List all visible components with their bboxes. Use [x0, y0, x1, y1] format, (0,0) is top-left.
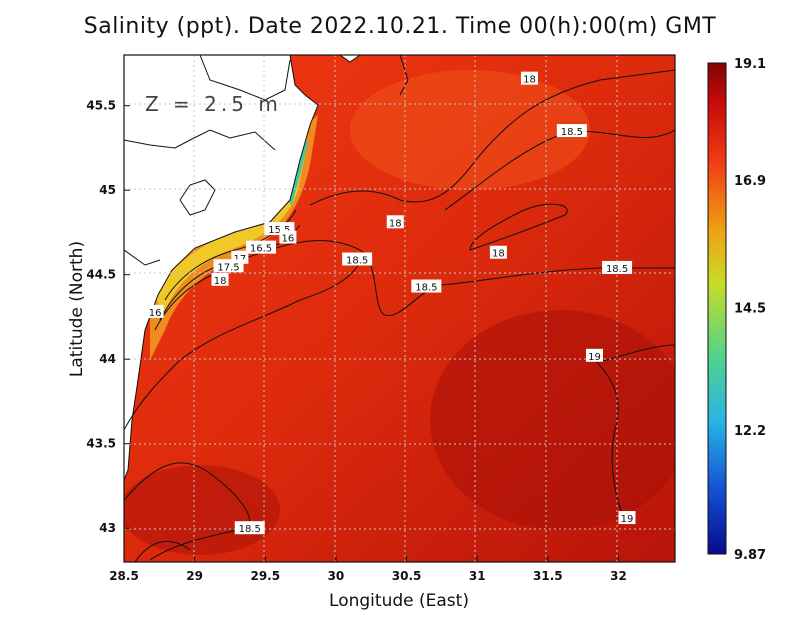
x-tick-label: 30	[328, 569, 345, 583]
contour-label-text: 18.5	[346, 255, 368, 266]
plot-frame	[123, 54, 676, 563]
border-line	[124, 129, 276, 151]
contour-label-text: 18.5	[606, 264, 628, 275]
x-tick-label: 31	[469, 569, 486, 583]
contour-label-bg	[602, 260, 633, 274]
contour-label-bg	[234, 521, 265, 535]
coastline	[124, 55, 319, 481]
x-tick-label: 29	[186, 569, 203, 583]
y-tick-label: 43.5	[86, 437, 116, 451]
x-axis-ticks: 28.5 29 29.5 30 30.5 31 31.5 32	[109, 556, 627, 583]
y-axis-ticks: 45.5 45 44.5 44 43.5 43	[86, 99, 130, 535]
lower-salinity-patch	[350, 70, 590, 190]
y-tick-label: 44.5	[86, 268, 116, 282]
contour-label-text: 19	[621, 514, 634, 525]
coastal-band-yellow	[155, 150, 306, 315]
colorbar	[707, 62, 727, 555]
contour-label-text: 16	[282, 234, 295, 245]
contour-label-bg	[618, 511, 636, 525]
contour-label-text: 18.5	[239, 524, 261, 535]
plot-area	[124, 55, 675, 562]
lagoon-outline	[179, 179, 216, 216]
y-tick-label: 43	[99, 521, 116, 535]
x-tick-label: 30.5	[392, 569, 422, 583]
contour-label-bg	[246, 240, 277, 254]
land-mass	[124, 55, 318, 480]
x-tick-label: 32	[610, 569, 627, 583]
contour-label-text: 17.5	[217, 262, 239, 273]
colorbar-tick-label: 12.2	[734, 424, 766, 439]
contour-label-bg	[386, 215, 404, 229]
y-tick-label: 45	[99, 183, 116, 197]
x-tick-label: 28.5	[109, 569, 139, 583]
contour-label-text: 16	[149, 308, 162, 319]
colorbar-ticks: 19.1 16.9 14.5 12.2 9.87	[734, 57, 766, 563]
contour-label: 17.5	[213, 259, 244, 273]
contour-label-bg	[279, 230, 297, 244]
y-tick-label: 44	[99, 352, 116, 366]
contour-label-bg	[146, 304, 164, 318]
contour-label-bg	[213, 259, 244, 273]
contour-label-bg	[585, 348, 603, 362]
contour-label-bg	[411, 279, 442, 293]
contour-label: 18	[489, 245, 507, 260]
colorbar-tick-label: 16.9	[734, 174, 766, 189]
contour-label-bg	[520, 71, 538, 85]
colorbar-tick-label: 9.87	[734, 548, 766, 563]
x-tick-label: 31.5	[533, 569, 563, 583]
island-outline	[399, 55, 409, 96]
depth-label: Z = 2.5 m	[145, 92, 282, 116]
contour-label: 18.5	[342, 252, 373, 266]
contour-label: 18	[386, 215, 404, 229]
contour-label: 18	[211, 272, 229, 287]
contour-labels: 1818.5181818.518.518.515.51616.51717.518…	[146, 71, 636, 535]
contour-label-text: 16.5	[250, 244, 272, 255]
contour-label-text: 19	[588, 352, 601, 363]
contour-label: 18.5	[411, 279, 442, 294]
contour-label: 16.5	[246, 240, 277, 255]
contour-label-text: 18	[492, 249, 505, 260]
contour-label: 16	[146, 304, 164, 319]
border-line-2	[124, 249, 161, 266]
x-tick-label: 29.5	[250, 569, 280, 583]
contour-label-text: 18.5	[415, 283, 437, 294]
y-tick-label: 45.5	[86, 99, 116, 113]
map-title: Salinity (ppt). Date 2022.10.21. Time 00…	[83, 14, 717, 39]
contour-label-text: 18	[389, 218, 402, 229]
contour-label-bg	[556, 124, 587, 138]
contour-label: 18.5	[602, 260, 633, 275]
high-salinity-patch-south	[124, 465, 280, 555]
contour-label-text: 18.5	[561, 127, 583, 138]
x-axis-label: Longitude (East)	[329, 591, 469, 611]
colorbar-tick-label: 14.5	[734, 302, 766, 317]
lake-outline	[199, 55, 291, 101]
contour-label-text: 18	[523, 75, 536, 86]
colorbar-tick-label: 19.1	[734, 57, 766, 72]
contour-label-bg	[211, 272, 229, 286]
shore-fragment	[339, 55, 361, 63]
contour-label: 18	[520, 71, 538, 86]
contour-label: 19	[618, 511, 636, 525]
contour-label-bg	[489, 245, 507, 259]
contour-label-bg	[342, 252, 373, 266]
contour-label: 18.5	[234, 521, 265, 535]
high-salinity-patch	[430, 310, 675, 530]
contour-label: 19	[585, 348, 603, 363]
contour-label: 18.5	[556, 124, 587, 138]
y-axis-label: Latitude (North)	[67, 241, 87, 377]
contour-label-text: 18	[214, 276, 227, 287]
contour-label: 16	[279, 230, 297, 245]
